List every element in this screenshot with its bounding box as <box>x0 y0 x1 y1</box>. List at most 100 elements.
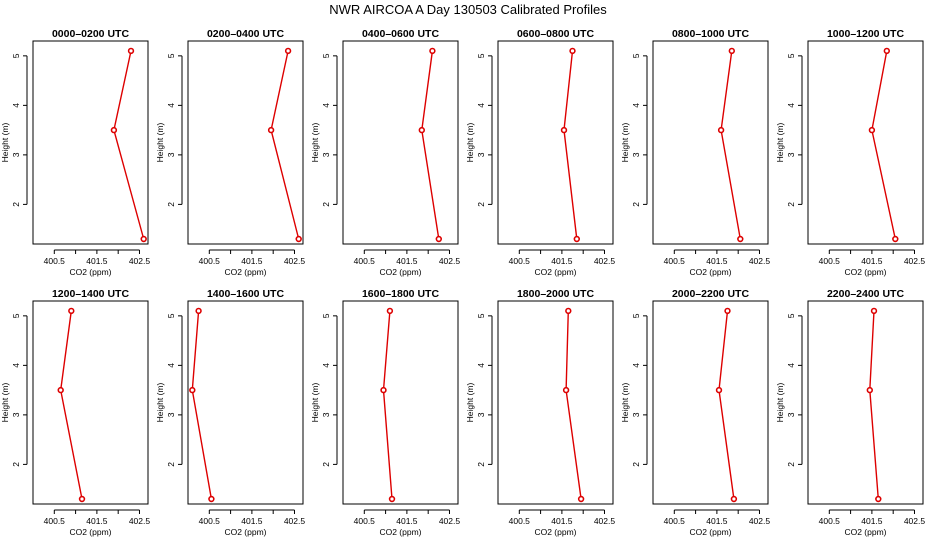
y-axis-title: Height (m) <box>310 383 320 423</box>
y-tick-label: 3 <box>321 412 331 417</box>
x-tick-label: 400.5 <box>664 256 686 266</box>
profile-line <box>421 50 440 240</box>
x-tick-label: 401.5 <box>241 256 263 266</box>
y-tick-label: 2 <box>321 202 331 207</box>
x-tick-label: 400.5 <box>44 256 66 266</box>
data-point <box>295 235 302 243</box>
data-point <box>208 495 215 503</box>
y-tick-label: 4 <box>786 103 796 108</box>
y-tick-label: 5 <box>321 53 331 58</box>
y-tick-label: 5 <box>786 53 796 58</box>
data-point <box>724 307 731 315</box>
panel-6: 1000–1200 UTC 400.5 401.5 402.5 CO2 (ppm) 2 3 4… <box>775 28 925 277</box>
data-point <box>560 126 568 134</box>
panel-title: 0400–0600 UTC <box>362 28 439 40</box>
panel-title: 1200–1400 UTC <box>52 288 129 300</box>
data-point <box>140 235 147 243</box>
x-tick-label: 402.5 <box>439 256 461 266</box>
panel-9: 1600–1800 UTC 400.5 401.5 402.5 CO2 (ppm) 2 3 4… <box>310 288 460 537</box>
x-axis-title: CO2 (ppm) <box>379 527 421 537</box>
y-tick-label: 2 <box>11 202 21 207</box>
x-tick-label: 400.5 <box>44 516 66 526</box>
x-axis-title: CO2 (ppm) <box>224 527 266 537</box>
x-axis-title: CO2 (ppm) <box>379 267 421 277</box>
x-tick-label: 401.5 <box>706 516 728 526</box>
plot-frame <box>497 300 614 505</box>
profile-line <box>191 310 213 500</box>
data-point <box>284 47 292 55</box>
data-point <box>868 126 876 134</box>
x-tick-label: 402.5 <box>284 516 306 526</box>
panel-1: 0000–0200 UTC 400.5 401.5 402.5 CO2 (ppm) 2 3 4… <box>0 28 150 277</box>
x-axis-title: CO2 (ppm) <box>69 267 111 277</box>
data-point <box>380 386 387 394</box>
y-tick-label: 3 <box>166 412 176 417</box>
data-point <box>573 235 580 243</box>
x-tick-label: 400.5 <box>354 256 376 266</box>
plot-frame <box>342 300 459 505</box>
panel-8: 1400–1600 UTC 400.5 401.5 402.5 CO2 (ppm) 2 3 4… <box>155 288 305 537</box>
y-tick-label: 3 <box>321 152 331 157</box>
x-tick-label: 400.5 <box>199 256 221 266</box>
panel-3: 0400–0600 UTC 400.5 401.5 402.5 CO2 (ppm) 2 3 4… <box>310 28 460 277</box>
x-axis-title: CO2 (ppm) <box>844 267 886 277</box>
profile-line <box>382 310 393 500</box>
data-point <box>110 126 118 134</box>
data-point <box>386 307 394 315</box>
x-axis-title: CO2 (ppm) <box>689 267 731 277</box>
x-tick-label: 400.5 <box>664 516 686 526</box>
y-tick-label: 2 <box>476 462 486 467</box>
x-tick-label: 402.5 <box>439 516 461 526</box>
data-point <box>728 47 735 55</box>
x-tick-label: 401.5 <box>86 256 108 266</box>
y-tick-label: 3 <box>476 152 486 157</box>
x-tick-label: 401.5 <box>241 516 263 526</box>
data-point <box>435 235 442 243</box>
x-tick-label: 400.5 <box>509 256 531 266</box>
data-point <box>68 307 75 315</box>
data-point <box>565 307 572 315</box>
y-tick-label: 3 <box>476 412 486 417</box>
plot-frame <box>497 40 614 245</box>
y-axis-title: Height (m) <box>0 123 10 163</box>
plot-frame <box>32 300 149 505</box>
panel-12: 2200–2400 UTC 400.5 401.5 402.5 CO2 (ppm) 2 3 4… <box>775 288 925 537</box>
y-tick-label: 5 <box>631 313 641 318</box>
data-point <box>189 386 196 394</box>
plot-frame <box>32 40 149 245</box>
x-axis-title: CO2 (ppm) <box>534 527 576 537</box>
data-point <box>866 386 873 394</box>
profile-line <box>720 50 741 240</box>
profile-line <box>563 50 578 240</box>
x-tick-label: 402.5 <box>904 516 926 526</box>
panel-title: 0800–1000 UTC <box>672 28 749 40</box>
y-tick-label: 5 <box>321 313 331 318</box>
y-axis-title: Height (m) <box>0 383 10 423</box>
x-tick-label: 402.5 <box>129 516 151 526</box>
data-point <box>577 495 585 503</box>
y-tick-label: 2 <box>786 462 796 467</box>
y-tick-label: 5 <box>166 313 176 318</box>
plot-frame <box>807 40 924 245</box>
x-tick-label: 402.5 <box>749 516 771 526</box>
y-tick-label: 4 <box>631 103 641 108</box>
panel-2: 0200–0400 UTC 400.5 401.5 402.5 CO2 (ppm) 2 3 4… <box>155 28 305 277</box>
x-axis-title: CO2 (ppm) <box>534 267 576 277</box>
x-tick-label: 402.5 <box>749 256 771 266</box>
y-tick-label: 4 <box>786 363 796 368</box>
y-axis-title: Height (m) <box>310 123 320 163</box>
panel-7: 1200–1400 UTC 400.5 401.5 402.5 CO2 (ppm) 2 3 4… <box>0 288 150 537</box>
panel-10: 1800–2000 UTC 400.5 401.5 402.5 CO2 (ppm) 2 3 4… <box>465 288 615 537</box>
y-axis-title: Height (m) <box>155 123 165 163</box>
plot-frame <box>652 40 769 245</box>
profile-line <box>869 310 879 500</box>
profile-line <box>565 310 582 500</box>
y-tick-label: 3 <box>786 412 796 417</box>
y-tick-label: 4 <box>631 363 641 368</box>
profile-line <box>59 310 83 500</box>
x-tick-label: 401.5 <box>551 256 573 266</box>
panel-title: 1400–1600 UTC <box>207 288 284 300</box>
y-axis-title: Height (m) <box>465 383 475 423</box>
data-point <box>78 495 86 503</box>
